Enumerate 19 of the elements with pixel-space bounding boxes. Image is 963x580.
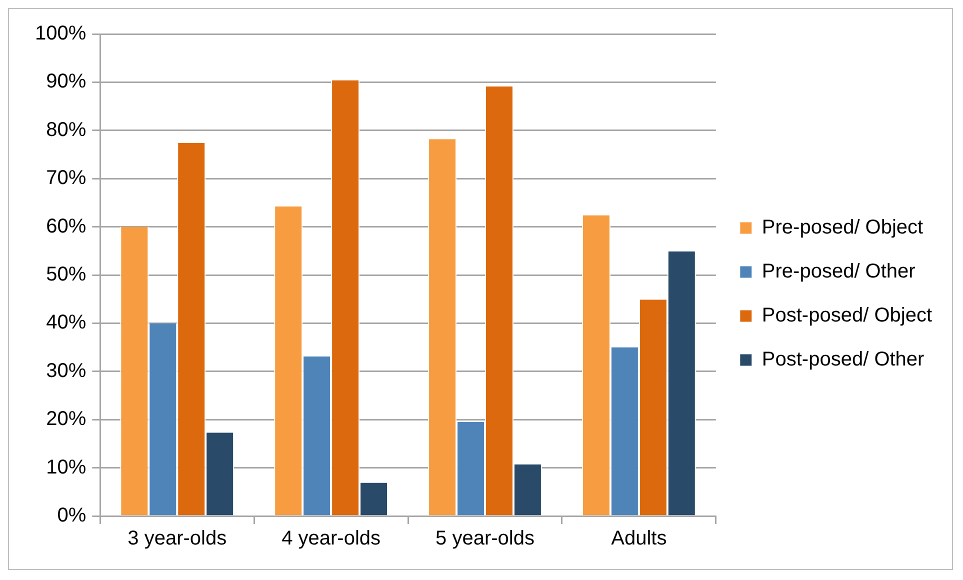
y-tick-label: 0% (57, 504, 86, 527)
legend-label: Pre-posed/ Other (762, 260, 916, 283)
y-tick-label: 60% (46, 215, 86, 238)
legend-label: Pre-posed/ Object (762, 216, 924, 239)
y-tick-label: 70% (46, 167, 86, 190)
y-tick-label: 20% (46, 408, 86, 430)
x-tick-label: 4 year-olds (282, 528, 381, 550)
y-tick-label: 50% (46, 264, 86, 286)
y-tick-label: 80% (46, 118, 86, 141)
legend-label: Post-posed/ Other (762, 348, 925, 371)
x-tick-label: 3 year-olds (128, 528, 227, 550)
y-tick-label: 90% (46, 70, 86, 93)
y-tick-label: 100% (34, 22, 86, 45)
y-tick-label: 30% (46, 360, 86, 382)
y-tick-label: 10% (46, 456, 86, 478)
x-tick-label: Adults (611, 528, 667, 550)
legend-label: Post-posed/ Object (762, 304, 932, 327)
x-tick-label: 5 year-olds (436, 528, 534, 550)
y-tick-label: 40% (46, 312, 86, 334)
